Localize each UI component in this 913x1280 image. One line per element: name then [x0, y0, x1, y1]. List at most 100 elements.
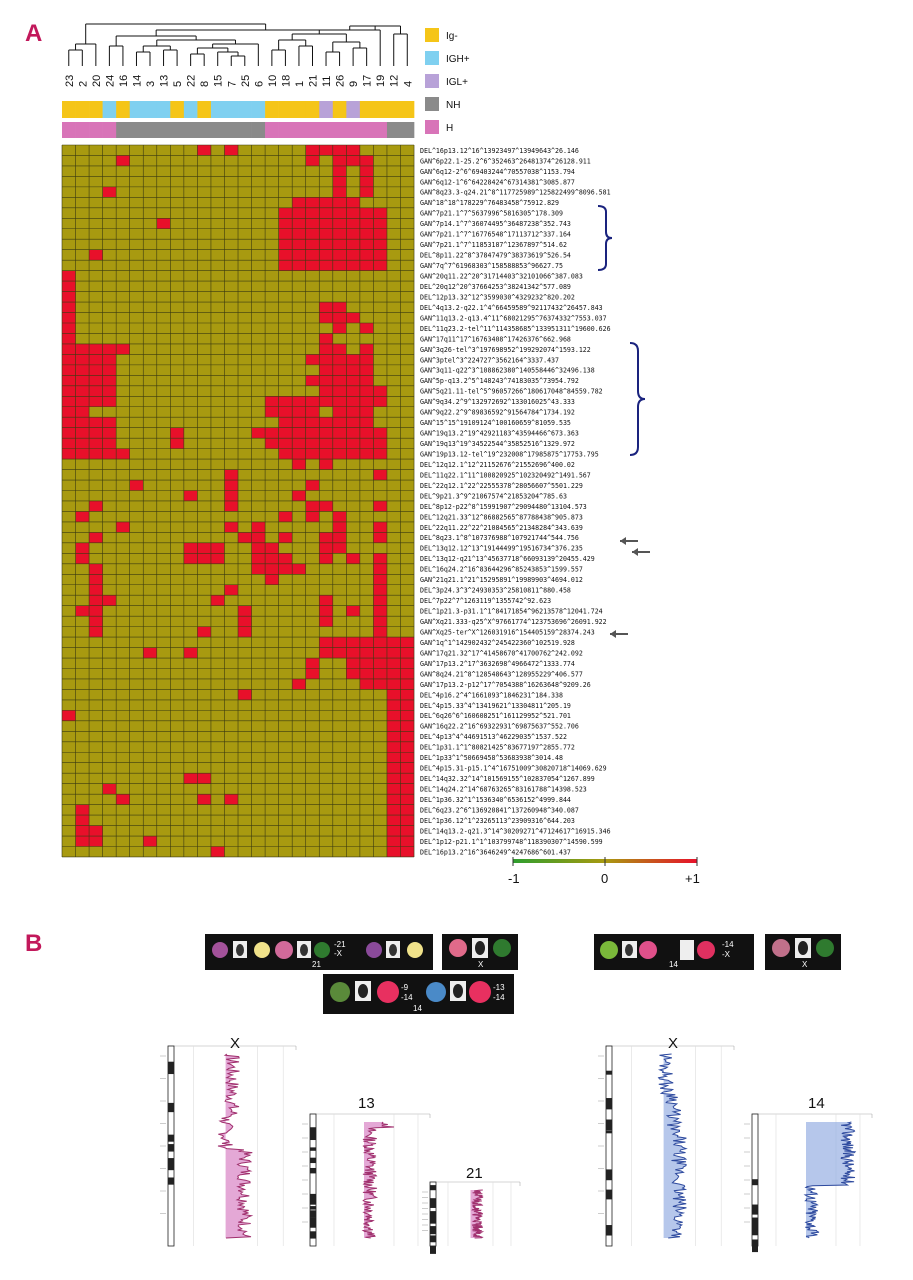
heatmap-cell-gain: [62, 343, 76, 355]
row-label: DEL^8q23.1^8^107376988^107921744^544.756: [420, 534, 579, 542]
heatmap-cell-gain: [332, 302, 347, 313]
h-status-cell: [143, 122, 158, 138]
heatmap-cell-gain: [373, 658, 387, 669]
h-status-cell: [332, 122, 347, 138]
row-label: GAN^19q13.2^19^42921183^43594466^673.363: [420, 430, 579, 438]
heatmap-cell-gain: [386, 668, 401, 679]
row-label: GAN^Xq25-ter^X^126031916^154405159^28374…: [420, 628, 595, 636]
row-label: DEL^11q22.1^11^100820925^102320492^1491.…: [420, 471, 591, 479]
row-label: DEL^6q23.2^6^136920841^137260948^340.087: [420, 806, 579, 814]
ig-status-cell: [319, 101, 334, 118]
h-status-cell: [183, 122, 198, 138]
heatmap-cell-gain: [400, 699, 415, 711]
ig-status-cell: [251, 101, 266, 118]
kary-label-r-X: X: [802, 960, 808, 969]
heatmap-cell-gain: [319, 385, 333, 397]
brackets: [597, 205, 646, 456]
heatmap-cell-gain: [305, 427, 320, 439]
heatmap-cell-gain: [278, 249, 293, 261]
scale-min-label: -1: [508, 871, 520, 886]
scale-max-label: +1: [685, 871, 700, 886]
heatmap-cell-gain: [386, 689, 401, 700]
row-label: DEL^4p15.33^4^13419621^13304811^205.19: [420, 702, 571, 710]
heatmap-cell-gain: [346, 406, 360, 418]
bracket-2: [629, 342, 646, 456]
heatmap-cell-gain: [292, 490, 306, 501]
heatmap-cell-gain: [319, 542, 333, 554]
heatmap-cell-gain: [332, 354, 347, 365]
heatmap-cell-gain: [75, 343, 90, 355]
heatmap-cell-gain: [373, 239, 387, 250]
heatmap-cell-gain: [346, 207, 360, 219]
heatmap-cell-gain: [224, 490, 239, 501]
heatmap-cell-gain: [346, 438, 360, 449]
row-label: GAN^5p-q13.2^5^148243^74183035^73954.792: [420, 377, 579, 385]
heatmap-cell-gain: [305, 417, 320, 428]
h-status-cell: [170, 122, 185, 138]
ig-status-cell: [62, 101, 76, 118]
row-label: DEL^8p12-p22^8^15991907^29094480^13104.5…: [420, 503, 587, 511]
kary-label-r-minus14: -14: [722, 940, 734, 949]
profile-left-21: [422, 1181, 521, 1254]
heatmap-cell-gain: [386, 794, 401, 805]
ig-status-cell: [143, 101, 158, 118]
heatmap-cell-gain: [102, 375, 117, 386]
heatmap-cell-gain: [89, 825, 103, 837]
heatmap-cell-gain: [62, 427, 76, 439]
heatmap-cell-gain: [359, 637, 374, 648]
heatmap-cell-gain: [305, 511, 320, 522]
heatmap-cell-gain: [197, 626, 211, 638]
legend-label: IGL+: [446, 77, 468, 88]
heatmap-cell-gain: [89, 343, 103, 355]
heatmap-cell-gain: [319, 595, 333, 606]
row-label: GAN^7p21.1^7^5637996^5816305^178.309: [420, 210, 563, 218]
row-label: GAN^17q21.32^17^41458670^41700762^242.09…: [420, 649, 583, 657]
sample-label: 8: [199, 81, 211, 87]
heatmap-cell-gain: [89, 438, 103, 449]
sample-label: 25: [240, 75, 252, 87]
color-scale: -1 0 +1: [508, 857, 700, 886]
heatmap-cell-gain: [62, 364, 76, 376]
heatmap-cell-gain: [319, 207, 333, 219]
heatmap-cell-gain: [373, 427, 387, 439]
heatmap-cell-gain: [238, 616, 252, 627]
sample-labels: 23 2 20 24 16 14 3 13 5 22 8 15 7 25 6 10 18 1 21 11 26 9 17 19…: [64, 75, 414, 87]
karyotype-strip-left-3: -9 -14 -13 -14 14: [323, 974, 514, 1014]
ig-status-cell: [386, 101, 401, 118]
heatmap-cell-gain: [359, 165, 374, 177]
heatmap-cell-gain: [197, 553, 211, 564]
heatmap-cell-gain: [319, 239, 333, 250]
heatmap-cell-gain: [102, 595, 117, 606]
row-label: GAN^7q^7^61968303^158588853^96627.75: [420, 262, 563, 270]
heatmap-cell-gain: [116, 521, 130, 533]
heatmap-cell-gain: [386, 762, 401, 774]
sample-label: 3: [145, 81, 157, 87]
heatmap-cell-gain: [292, 218, 306, 229]
heatmap-cell-gain: [359, 186, 374, 198]
profile-title-left-X: X: [230, 1035, 240, 1052]
heatmap-cell-gain: [62, 291, 76, 303]
row-label: DEL^22q12.1^22^22555378^28056607^5501.22…: [420, 482, 583, 490]
heatmap-cell-gain: [332, 637, 347, 648]
heatmap-cell-gain: [292, 239, 306, 250]
heatmap-cell-gain: [373, 574, 387, 585]
row-label: GAN^3q11-q22^3^108862380^140558446^32496…: [420, 367, 595, 375]
heatmap-cell-gain: [251, 553, 266, 564]
heatmap-cell-gain: [292, 260, 306, 271]
heatmap-cell-gain: [332, 186, 347, 198]
heatmap-cell-gain: [75, 406, 90, 418]
heatmap-cell-gain: [62, 417, 76, 428]
heatmap-cell-gain: [319, 637, 333, 648]
row-label: GAN^19q13^19^34522544^35852516^1329.972: [420, 440, 575, 448]
heatmap-cell-gain: [292, 406, 306, 418]
bracket-1: [597, 205, 613, 271]
heatmap-cell-gain: [305, 145, 320, 156]
heatmap-cell-gain: [386, 658, 401, 669]
row-label: DEL^14q32.32^14^101569155^102837054^1267…: [420, 775, 595, 783]
legend-label: NH: [446, 100, 460, 111]
heatmap-cell-gain: [89, 417, 103, 428]
heatmap-cell-gain: [319, 354, 333, 365]
heatmap-cell-gain: [143, 836, 157, 847]
heatmap-cell-gain: [332, 438, 347, 449]
heatmap-cell-gain: [75, 364, 90, 376]
